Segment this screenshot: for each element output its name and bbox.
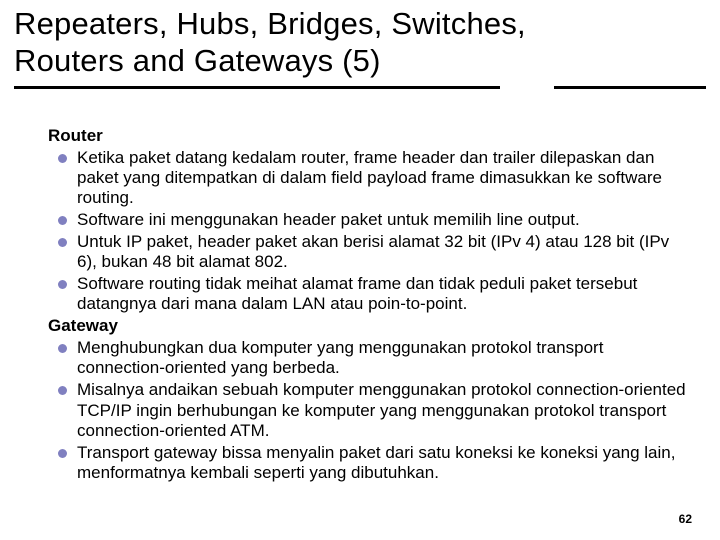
- bullet-text: Ketika paket datang kedalam router, fram…: [77, 148, 688, 208]
- list-item: Software routing tidak meihat alamat fra…: [48, 274, 688, 314]
- bullet-text: Misalnya andaikan sebuah komputer menggu…: [77, 380, 688, 440]
- list-item: Software ini menggunakan header paket un…: [48, 210, 688, 230]
- bullet-text: Untuk IP paket, header paket akan berisi…: [77, 232, 688, 272]
- bullet-text: Software ini menggunakan header paket un…: [77, 210, 688, 230]
- bullet-icon: [58, 344, 67, 353]
- bullet-text: Software routing tidak meihat alamat fra…: [77, 274, 688, 314]
- list-item: Untuk IP paket, header paket akan berisi…: [48, 232, 688, 272]
- underline-gap: [500, 84, 554, 91]
- list-item: Misalnya andaikan sebuah komputer menggu…: [48, 380, 688, 440]
- bullet-icon: [58, 386, 67, 395]
- title-block: Repeaters, Hubs, Bridges, Switches, Rout…: [14, 6, 706, 79]
- bullet-icon: [58, 280, 67, 289]
- list-item: Menghubungkan dua komputer yang mengguna…: [48, 338, 688, 378]
- slide-title-line2: Routers and Gateways (5): [14, 43, 706, 80]
- section-heading-router: Router: [48, 126, 688, 146]
- bullet-text: Menghubungkan dua komputer yang mengguna…: [77, 338, 688, 378]
- bullet-icon: [58, 216, 67, 225]
- title-underline: [14, 86, 706, 89]
- page-number: 62: [679, 512, 692, 526]
- bullet-icon: [58, 449, 67, 458]
- content-area: Router Ketika paket datang kedalam route…: [48, 126, 688, 485]
- section-heading-gateway: Gateway: [48, 316, 688, 336]
- list-item: Ketika paket datang kedalam router, fram…: [48, 148, 688, 208]
- slide: Repeaters, Hubs, Bridges, Switches, Rout…: [0, 0, 720, 540]
- bullet-icon: [58, 238, 67, 247]
- list-item: Transport gateway bissa menyalin paket d…: [48, 443, 688, 483]
- bullet-text: Transport gateway bissa menyalin paket d…: [77, 443, 688, 483]
- slide-title-line1: Repeaters, Hubs, Bridges, Switches,: [14, 6, 706, 43]
- bullet-icon: [58, 154, 67, 163]
